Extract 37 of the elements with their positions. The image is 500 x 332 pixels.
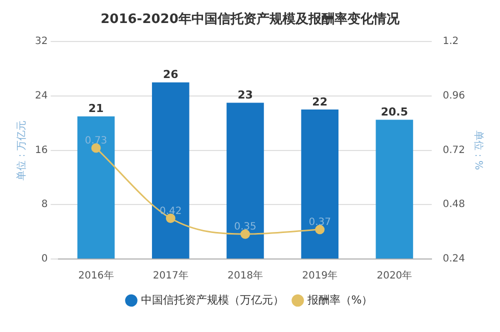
data-label: 23: [238, 88, 253, 102]
y2-tick-label: 0.24: [442, 254, 465, 265]
legend-label: 报酬率（%）: [306, 293, 373, 306]
legend-label: 中国信托资产规模（万亿元）: [140, 293, 284, 306]
y2-tick-label: 0.96: [442, 90, 465, 102]
y-axis-title: 单位：万亿元: [16, 120, 28, 180]
x-tick-label: 2016年: [78, 270, 114, 282]
y2-tick-label: 0.72: [442, 144, 465, 156]
bar: [301, 110, 338, 258]
data-label: 0.73: [84, 136, 108, 147]
y-tick-label: 8: [41, 199, 48, 210]
data-label: 26: [162, 68, 179, 82]
y2-tick-label: 0.48: [442, 199, 465, 210]
data-label: 20.5: [380, 106, 408, 119]
x-tick-label: 2018年: [228, 270, 263, 282]
bar: [152, 82, 190, 258]
y-tick-label: 0: [41, 254, 48, 265]
data-label: 21: [88, 102, 104, 116]
x-tick-label: 2019年: [302, 270, 338, 282]
y-tick-label: 32: [34, 36, 48, 48]
y-tick-label: 16: [34, 144, 48, 156]
point: [240, 229, 250, 239]
point: [91, 143, 101, 153]
y2-tick-label: 1.2: [442, 36, 459, 48]
y-tick-label: 24: [34, 90, 48, 102]
point: [315, 224, 325, 234]
data-label: 0.37: [308, 217, 331, 228]
data-label: 0.42: [159, 206, 182, 217]
data-label: 0.35: [234, 222, 256, 233]
x-tick-label: 2017年: [152, 270, 188, 282]
bar: [376, 120, 414, 258]
y2-axis-title: 单位：%: [472, 130, 484, 170]
chart-title: 2016-2020年中国信托资产规模及报酬率变化情况: [100, 11, 400, 28]
bar: [77, 116, 115, 258]
x-tick-label: 2020年: [376, 270, 412, 282]
data-label: 22: [312, 95, 328, 108]
bar: [226, 102, 264, 258]
